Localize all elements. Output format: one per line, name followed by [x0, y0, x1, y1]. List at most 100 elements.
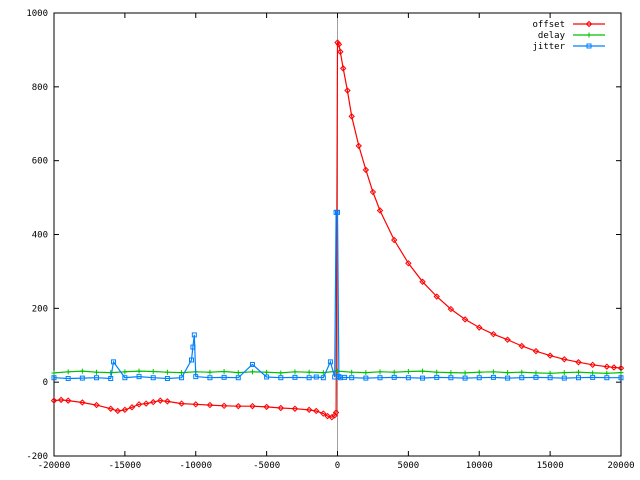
data-point-offset — [561, 356, 568, 363]
data-point-jitter — [490, 374, 496, 380]
data-point-delay — [235, 370, 241, 376]
data-point-delay — [618, 370, 624, 376]
data-point-delay — [505, 370, 511, 376]
data-point-jitter — [342, 374, 348, 380]
data-point-jitter — [235, 375, 241, 381]
data-point-offset — [369, 188, 377, 196]
data-point-offset — [504, 336, 511, 343]
data-point-jitter — [249, 361, 255, 367]
data-point-offset — [344, 87, 351, 94]
data-point-jitter — [575, 375, 581, 381]
series-offset — [50, 39, 625, 421]
data-point-jitter — [590, 374, 596, 380]
data-point-delay — [207, 369, 213, 375]
data-point-delay — [490, 369, 496, 375]
data-point-offset — [376, 207, 384, 214]
data-point-jitter — [207, 375, 213, 381]
data-point-jitter — [179, 375, 185, 381]
series-line-jitter — [53, 211, 621, 380]
data-point-offset — [206, 401, 214, 409]
data-point-jitter — [264, 374, 270, 380]
data-point-delay — [306, 369, 312, 375]
data-point-offset — [589, 361, 596, 369]
data-point-jitter — [336, 374, 342, 380]
data-point-delay — [349, 369, 355, 375]
data-point-jitter — [306, 375, 312, 381]
data-point-jitter — [94, 375, 100, 381]
data-point-delay — [434, 369, 440, 375]
data-point-jitter — [191, 332, 197, 338]
data-point-offset — [339, 65, 347, 72]
data-point-jitter — [448, 375, 454, 381]
data-point-offset — [603, 363, 611, 370]
data-point-offset — [575, 359, 582, 366]
data-point-jitter — [561, 375, 567, 381]
y-tick-label: -200 — [26, 452, 48, 462]
data-point-jitter — [377, 375, 383, 381]
data-point-offset — [263, 403, 270, 411]
x-tick-label: -20000 — [38, 461, 71, 471]
data-point-delay — [533, 370, 539, 376]
data-point-delay — [65, 369, 71, 375]
data-point-offset — [220, 402, 228, 410]
legend-marker-delay — [586, 32, 592, 38]
data-point-jitter — [505, 375, 511, 381]
data-point-offset — [164, 398, 171, 405]
data-point-offset — [93, 401, 100, 409]
data-point-offset — [249, 402, 256, 410]
data-point-offset — [178, 400, 185, 407]
data-point-jitter — [519, 375, 525, 381]
series-group — [50, 39, 625, 421]
data-point-jitter — [547, 375, 553, 381]
data-point-offset — [546, 352, 554, 359]
data-point-offset — [324, 412, 331, 420]
data-point-offset — [610, 364, 618, 371]
data-point-offset — [476, 324, 483, 331]
data-point-jitter — [335, 209, 340, 215]
data-point-jitter — [108, 375, 114, 381]
data-point-jitter — [618, 375, 624, 381]
data-point-jitter — [51, 375, 57, 381]
data-point-offset — [320, 410, 327, 417]
data-point-offset — [135, 401, 143, 408]
data-point-jitter — [193, 374, 199, 380]
data-point-offset — [348, 113, 355, 120]
data-point-offset — [128, 404, 136, 411]
data-point-delay — [604, 370, 610, 376]
data-point-offset — [157, 397, 164, 404]
data-point-jitter — [462, 375, 468, 381]
data-point-jitter — [533, 374, 539, 380]
data-point-offset — [335, 41, 343, 48]
data-point-delay — [122, 369, 128, 375]
data-point-jitter — [604, 375, 610, 381]
data-point-delay — [221, 368, 227, 374]
data-point-jitter — [188, 357, 194, 363]
data-point-delay — [377, 369, 383, 375]
data-point-delay — [476, 369, 482, 375]
data-point-delay — [292, 369, 298, 375]
legend-marker-offset — [585, 20, 593, 28]
data-point-delay — [448, 370, 454, 376]
x-tick-label: -5000 — [253, 461, 280, 471]
data-point-offset — [532, 347, 540, 355]
legend-marker-jitter — [586, 43, 592, 49]
y-tick-label: 1000 — [26, 9, 48, 19]
data-point-delay — [79, 368, 85, 374]
data-point-delay — [462, 370, 468, 376]
data-point-offset — [121, 406, 129, 414]
data-point-jitter — [278, 375, 284, 381]
data-point-offset — [355, 142, 362, 150]
data-point-offset — [337, 48, 344, 55]
data-point-jitter — [136, 374, 142, 380]
data-point-offset — [490, 330, 497, 338]
data-point-jitter — [150, 375, 156, 381]
x-tick-label: -10000 — [179, 461, 212, 471]
data-point-offset — [419, 278, 426, 285]
y-tick-label: 0 — [43, 378, 48, 388]
data-point-jitter — [434, 374, 440, 380]
y-tick-label: 600 — [32, 157, 48, 167]
data-point-offset — [235, 402, 242, 410]
data-point-offset — [447, 305, 455, 313]
x-tick-label: 15000 — [537, 461, 564, 471]
data-point-delay — [136, 368, 142, 374]
